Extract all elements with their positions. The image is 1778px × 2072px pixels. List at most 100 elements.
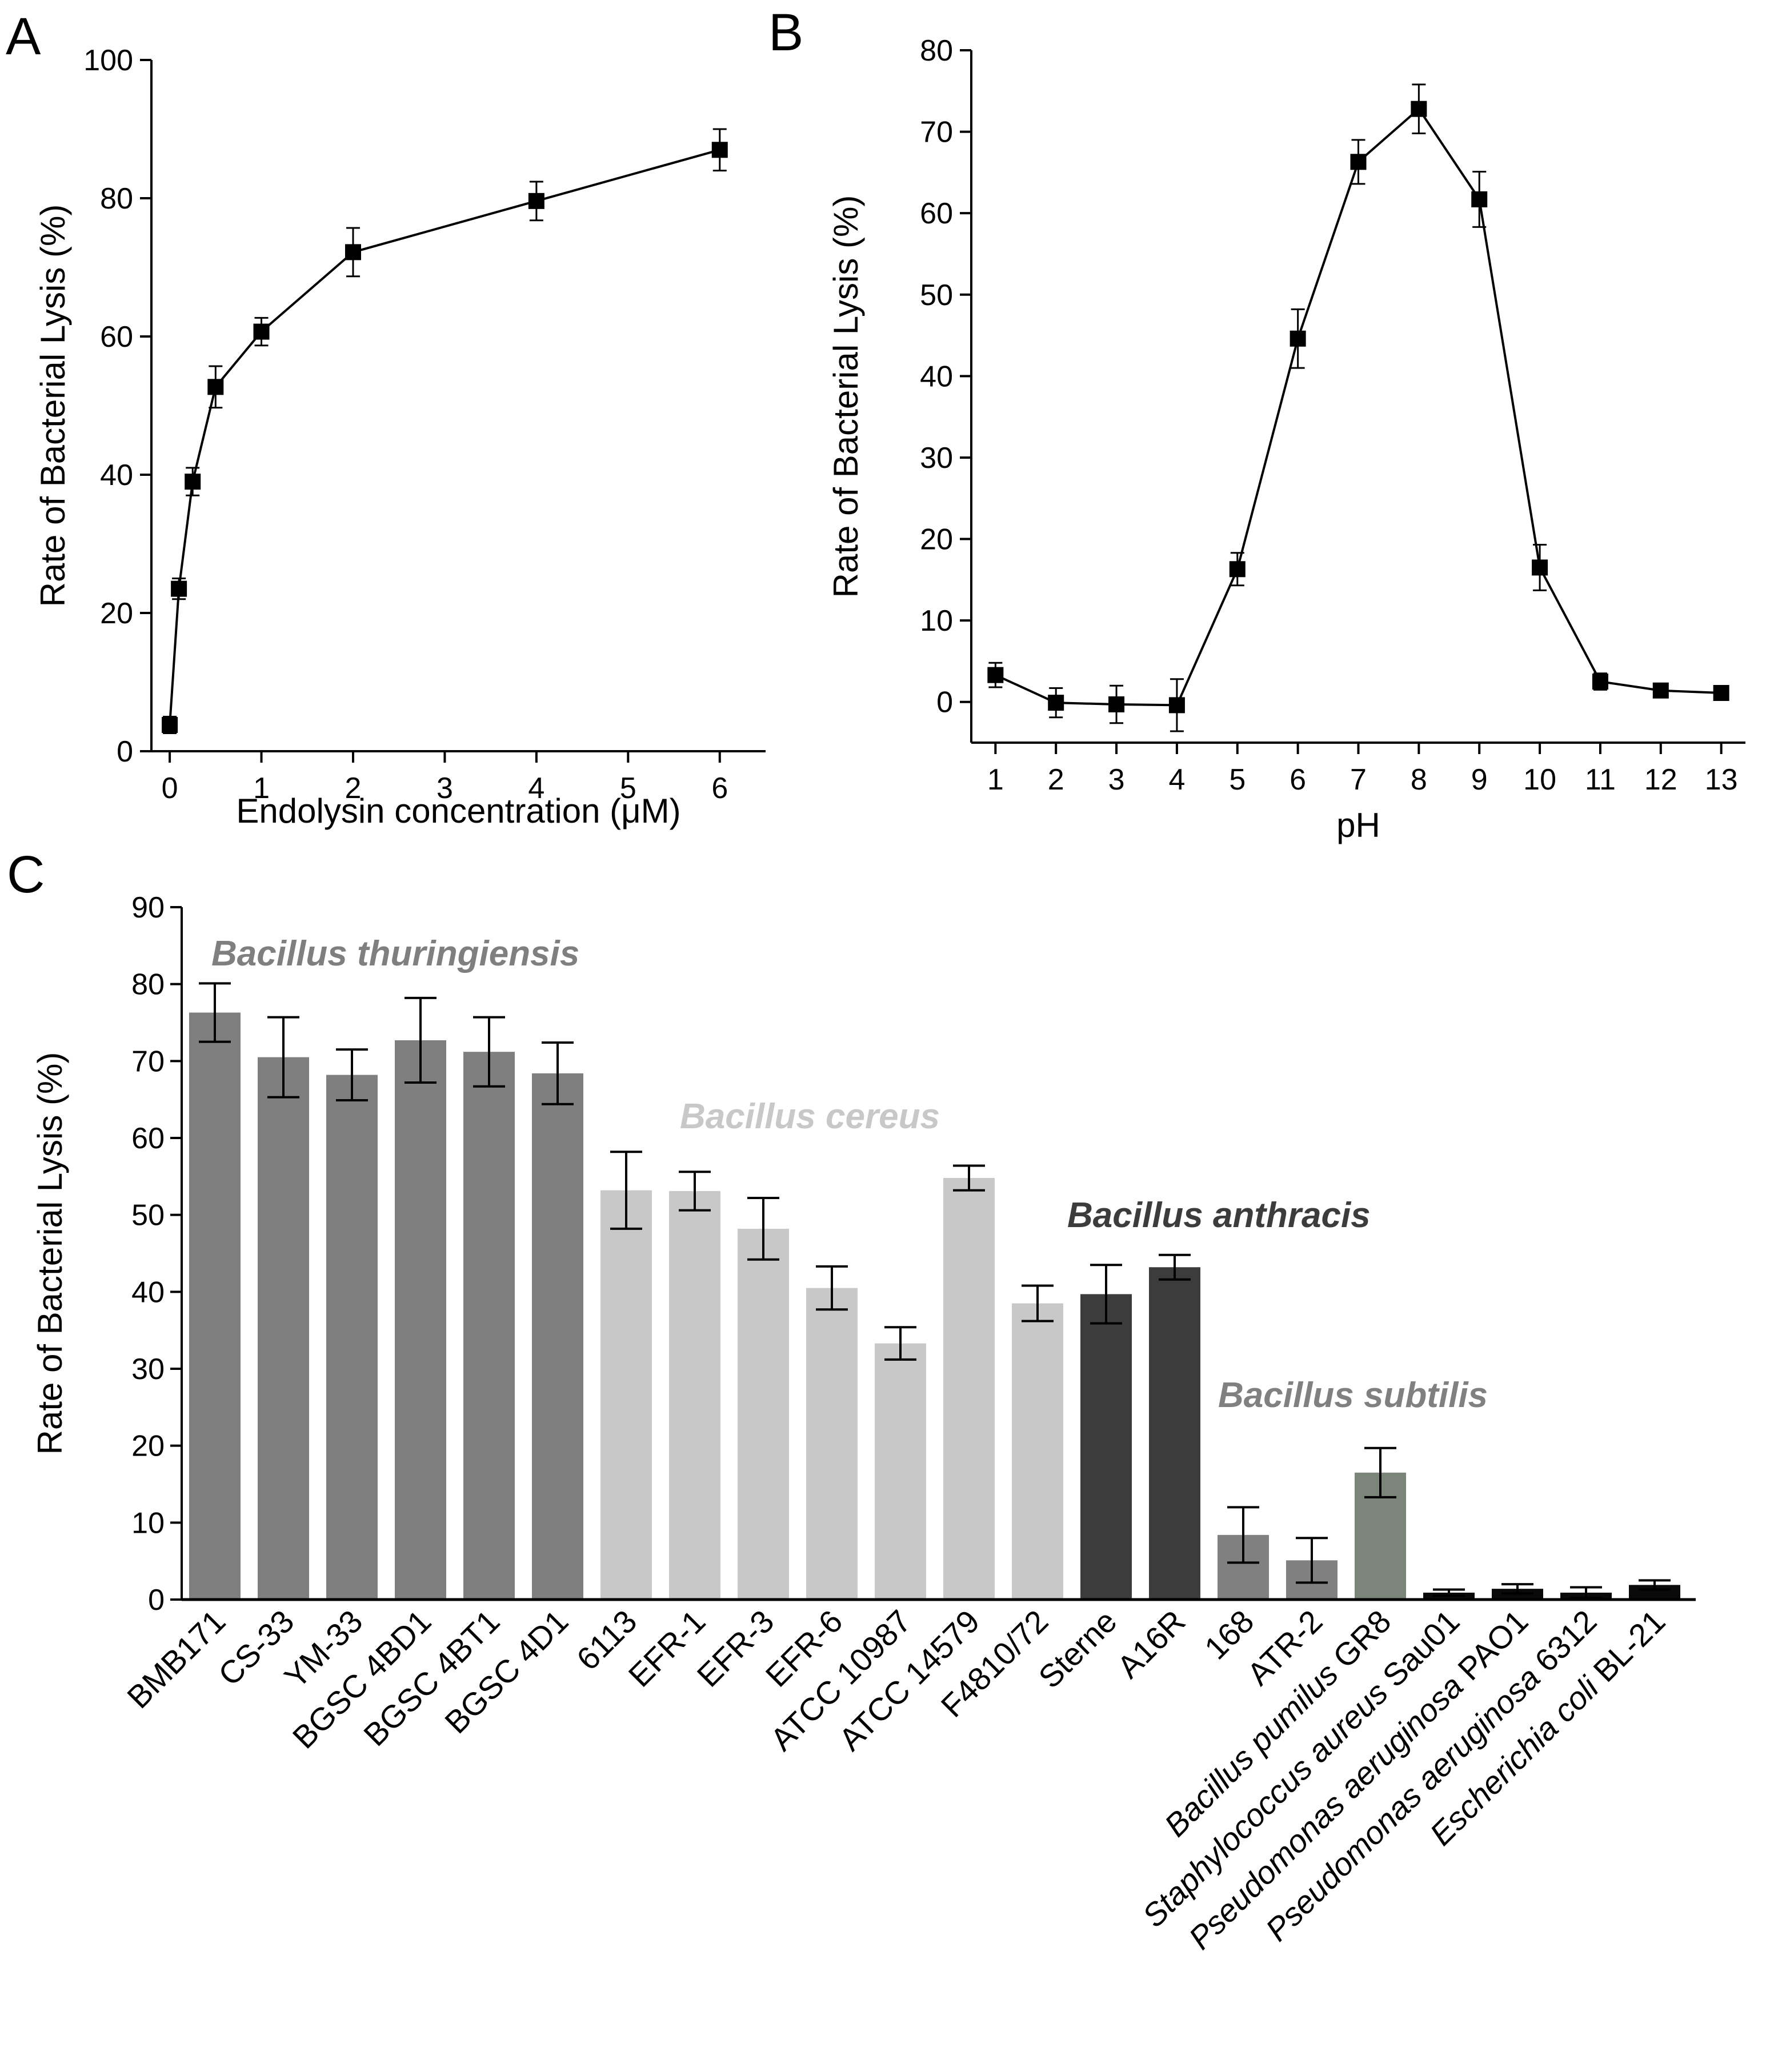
x-tick-label: 6 [1290,763,1306,796]
x-tick-label: 8 [1411,763,1427,796]
bar [600,1190,652,1600]
data-point-marker [1592,674,1608,690]
data-point-marker [1713,685,1729,702]
y-tick-label: 0 [936,686,953,719]
x-tick-label: 4 [1168,763,1185,796]
x-tick-label: 9 [1471,763,1488,796]
category-label: BMB171 [120,1603,232,1715]
x-tick-label: 1 [253,772,270,805]
data-point-marker [1048,695,1064,711]
category-label: EFR-1 [622,1603,712,1694]
x-tick-label: 2 [1048,763,1064,796]
category-label: A16R [1110,1603,1192,1685]
x-tick-label: 4 [528,772,544,805]
bar [395,1040,446,1600]
data-point-marker [162,717,178,734]
bar [806,1288,858,1600]
y-tick-label: 10 [131,1506,165,1540]
y-tick-label: 60 [920,197,953,230]
y-tick-label: 30 [920,442,953,475]
y-tick-label: 0 [117,735,133,768]
bar [943,1178,995,1600]
data-point-marker [987,667,1004,683]
data-point-marker [171,580,187,597]
category-label: EFR-3 [690,1603,781,1694]
category-strain: A16R [1110,1603,1192,1685]
data-point-marker [1168,697,1185,714]
x-tick-label: 13 [1705,763,1738,796]
data-point-marker [1652,682,1669,699]
y-tick-label: 70 [920,116,953,149]
group-label: Bacillus cereus [680,1097,940,1136]
bar [875,1343,926,1600]
data-point-marker [1290,330,1306,347]
bar [669,1191,720,1600]
data-point-marker [1229,561,1246,578]
y-tick-label: 30 [131,1353,165,1386]
y-tick-label: 40 [100,459,133,492]
bar [738,1228,789,1600]
chart-panel-a: A 0 20 40 60 80 100 0 1 2 3 4 5 6 Endolysin concentrat… [6,7,766,830]
panel-letter-b: B [768,3,803,62]
x-tick-label: 6 [711,772,728,805]
data-point-marker [253,323,270,340]
data-point-marker [1350,154,1367,170]
data-point-marker [528,193,544,209]
chart-panel-c: C 0 10 20 30 40 50 60 70 80 90 Rate of Bacterial Ly… [7,845,1696,1956]
y-tick-label: 40 [920,360,953,393]
data-point-marker [207,379,224,395]
category-strain: BL-21 [1586,1603,1672,1689]
bar [258,1057,309,1600]
x-axis-label: pH [1336,806,1380,844]
y-tick-label: 60 [100,320,133,354]
y-tick-label: 0 [148,1584,165,1617]
y-tick-label: 80 [131,968,165,1001]
bar [1012,1303,1063,1600]
category-strain: BMB171 [120,1603,232,1715]
group-label: Bacillus thuringiensis [211,934,579,973]
data-point-marker [1411,101,1427,117]
x-tick-label: 1 [987,763,1004,796]
x-tick-label: 11 [1585,763,1616,796]
data-point-marker [1471,191,1488,207]
y-axis-label: Rate of Bacterial Lysis (%) [31,1052,69,1455]
x-tick-label: 5 [620,772,636,805]
y-tick-label: 100 [83,44,133,77]
panel-letter-c: C [7,845,45,904]
x-tick-label: 5 [1229,763,1246,796]
y-axis-label: Rate of Bacterial Lysis (%) [827,195,865,598]
y-tick-label: 40 [131,1276,165,1309]
category-strain: EFR-3 [690,1603,781,1694]
x-tick-label: 7 [1350,763,1367,796]
data-point-marker [185,474,201,490]
x-tick-label: 10 [1523,763,1556,796]
y-tick-label: 20 [100,597,133,630]
data-point-marker [711,142,728,158]
x-tick-label: 0 [162,772,178,805]
data-point-marker [1108,696,1125,712]
bar [189,1012,241,1600]
bar [463,1052,515,1600]
y-axis-label: Rate of Bacterial Lysis (%) [34,205,72,607]
bar [1080,1294,1132,1600]
y-tick-label: 60 [131,1122,165,1155]
y-tick-label: 90 [131,891,165,924]
data-point-marker [1532,559,1548,576]
bar [1149,1267,1200,1600]
x-tick-label: 3 [1108,763,1125,796]
y-tick-label: 20 [131,1430,165,1463]
series-line [995,107,1721,707]
bar [532,1073,583,1600]
y-tick-label: 80 [920,34,953,67]
group-label: Bacillus subtilis [1218,1376,1488,1415]
y-tick-label: 70 [131,1045,165,1078]
category-species: Pseudomonas aeruginosa [1182,1662,1476,1957]
x-tick-label: 3 [437,772,453,805]
y-tick-label: 50 [131,1199,165,1232]
x-tick-label: 2 [345,772,362,805]
category-strain: EFR-1 [622,1603,712,1694]
x-tick-label: 12 [1644,763,1677,796]
y-tick-label: 10 [920,604,953,638]
